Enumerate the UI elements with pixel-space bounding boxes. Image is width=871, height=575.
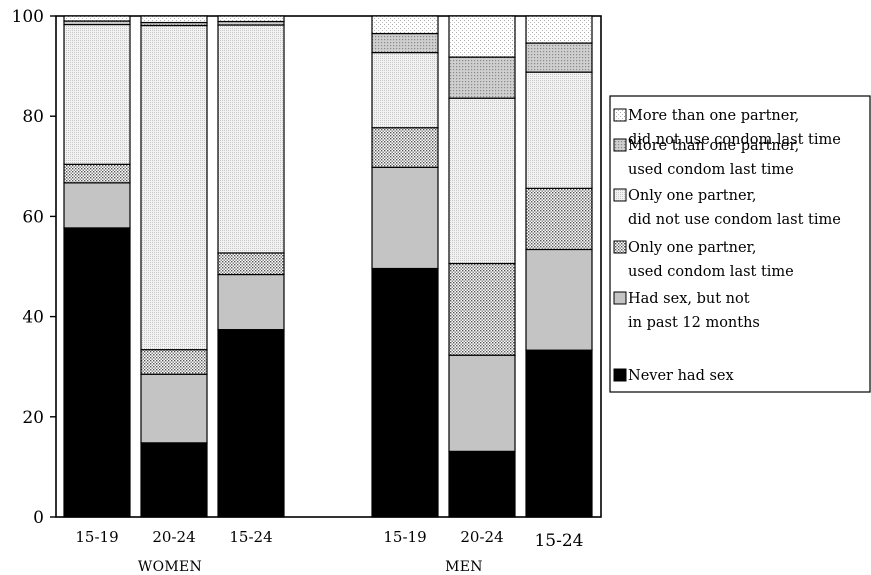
group-label: WOMEN — [138, 559, 202, 575]
x-tick-label: 20-24 — [152, 528, 195, 546]
bar-segment — [140, 349, 208, 375]
y-tick-label: 80 — [22, 107, 44, 127]
bar-segment — [448, 56, 516, 99]
bar-segment — [448, 450, 516, 518]
x-tick-label: 15-24 — [534, 531, 583, 551]
bar-segment — [371, 127, 439, 168]
x-axis-labels: 15-19 20-24 15-24 15-19 20-24 15-24 WOMEN MEN — [75, 528, 583, 575]
legend-swatch — [613, 188, 627, 202]
bar-segment — [140, 442, 208, 518]
bar-segment — [140, 24, 208, 351]
bar-segment — [371, 32, 439, 54]
legend-label: More than one partner, — [628, 108, 799, 124]
bar-segment — [140, 373, 208, 444]
bars-layer — [63, 15, 593, 518]
bar-segment — [525, 349, 593, 518]
x-tick-label: 15-19 — [383, 528, 426, 546]
legend-label-line2: used condom last time — [628, 162, 794, 178]
x-tick-label: 15-24 — [229, 528, 272, 546]
legend-swatch — [613, 108, 627, 122]
bar-segment — [217, 329, 285, 518]
plot-frame — [55, 15, 602, 518]
bar-segment — [525, 187, 593, 251]
legend-label: More than one partner, — [628, 138, 799, 154]
bar-segment — [63, 15, 131, 22]
y-axis: 0 20 40 60 80 100 — [12, 7, 56, 528]
legend-label: Never had sex — [628, 368, 734, 384]
bar-segment — [525, 248, 593, 351]
bar-segment — [217, 24, 285, 254]
legend-swatch — [613, 240, 627, 254]
legend-label: Only one partner, — [628, 240, 756, 256]
y-tick-label: 40 — [22, 308, 44, 328]
bar-segment — [525, 42, 593, 73]
legend-label-line2: did not use condom last time — [628, 132, 841, 148]
legend-swatch — [613, 291, 627, 305]
bar-segment — [217, 15, 285, 23]
bar-segment — [371, 267, 439, 518]
y-tick-label: 20 — [22, 408, 44, 428]
legend-label-line2: in past 12 months — [628, 315, 760, 331]
bar-segment — [63, 227, 131, 518]
bar-segment — [371, 51, 439, 129]
legend-label-line2: did not use condom last time — [628, 212, 841, 228]
legend: More than one partner,did not use condom… — [613, 108, 841, 384]
bar-segment — [448, 262, 516, 356]
bar-segment — [525, 15, 593, 44]
y-tick-label: 60 — [22, 207, 44, 227]
y-tick-label: 0 — [33, 508, 44, 528]
x-tick-label: 15-19 — [75, 528, 118, 546]
legend-label: Only one partner, — [628, 188, 756, 204]
legend-label-line2: used condom last time — [628, 264, 794, 280]
x-tick-label: 20-24 — [460, 528, 503, 546]
bar-segment — [140, 15, 208, 24]
legend-swatch — [613, 368, 627, 382]
bar-segment — [63, 163, 131, 184]
bar-segment — [217, 252, 285, 276]
legend-swatch — [613, 138, 627, 152]
bar-segment — [63, 182, 131, 229]
bar-segment — [217, 273, 285, 331]
bar-segment — [525, 71, 593, 189]
group-label: MEN — [445, 559, 483, 575]
y-tick-label: 100 — [12, 7, 44, 27]
bar-segment — [448, 15, 516, 58]
bar-segment — [371, 15, 439, 35]
legend-frame — [609, 95, 871, 393]
bar-segment — [371, 166, 439, 270]
bar-segment — [448, 354, 516, 452]
legend-label: Had sex, but not — [628, 291, 750, 307]
bar-segment — [63, 23, 131, 165]
bar-segment — [448, 97, 516, 265]
